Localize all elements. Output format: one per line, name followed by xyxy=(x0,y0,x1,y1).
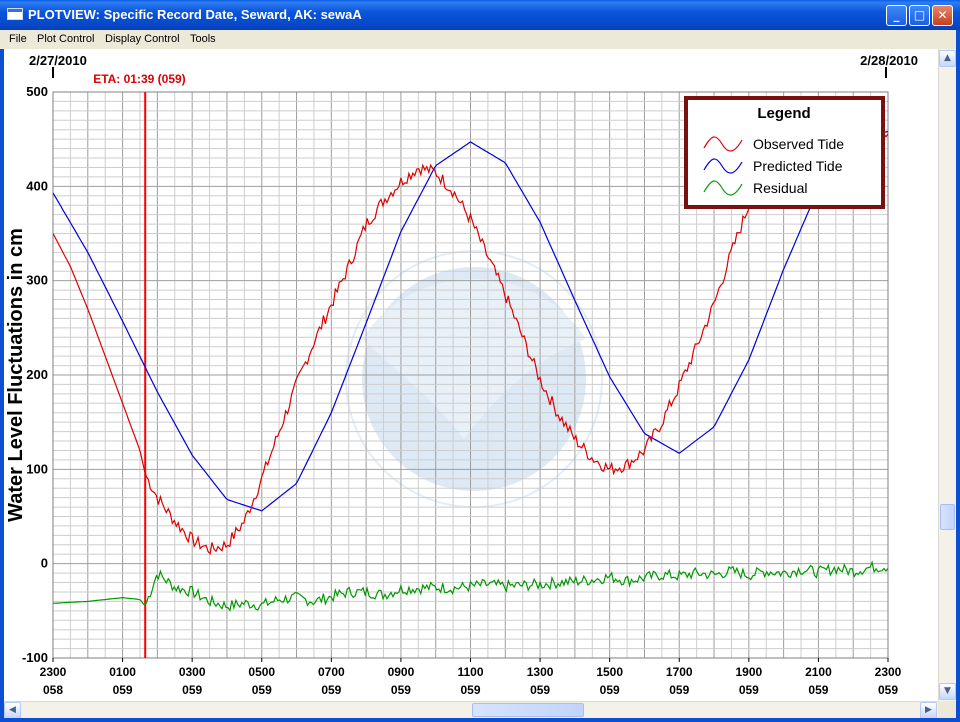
legend-swatch-observed xyxy=(703,136,743,152)
menu-tools[interactable]: Tools xyxy=(190,33,216,45)
legend-entry-residual: Residual xyxy=(753,180,807,196)
vertical-scroll-thumb[interactable] xyxy=(940,504,955,530)
menu-file[interactable]: File xyxy=(9,33,27,45)
x-tick-label-day: 059 xyxy=(739,683,759,697)
x-tick-label-time: 2300 xyxy=(40,665,67,679)
window-frame-bottom xyxy=(0,718,960,722)
y-tick-label: 400 xyxy=(26,178,48,193)
maximize-button[interactable]: □ xyxy=(909,5,930,26)
y-tick-label: 0 xyxy=(41,556,48,571)
legend-title: Legend xyxy=(757,105,810,122)
x-tick-label-time: 1700 xyxy=(666,665,693,679)
window-frame-right xyxy=(956,30,960,722)
scroll-left-button[interactable]: ◀ xyxy=(4,702,21,719)
horizontal-scrollbar[interactable]: ◀ ▶ xyxy=(4,701,938,719)
menu-plot-control[interactable]: Plot Control xyxy=(37,33,95,45)
minimize-icon: _ xyxy=(893,8,900,22)
arrow-up-icon: ▲ xyxy=(944,53,951,63)
legend-swatch-predicted xyxy=(703,158,743,174)
start-date-label: 2/27/2010 xyxy=(29,53,87,68)
arrow-down-icon: ▼ xyxy=(944,686,951,696)
x-tick-label-day: 059 xyxy=(600,683,620,697)
arrow-right-icon: ▶ xyxy=(925,705,932,715)
y-tick-label: -100 xyxy=(22,650,48,665)
predicted-tide-line xyxy=(53,131,888,512)
plot-area: -100 0 100 200 300 400 500 2300 058 0100 059 0300 0… xyxy=(4,49,938,701)
x-tick-label-time: 2300 xyxy=(875,665,902,679)
menu-display-control[interactable]: Display Control xyxy=(105,33,180,45)
minimize-button[interactable]: _ xyxy=(886,5,907,26)
scroll-right-button[interactable]: ▶ xyxy=(920,702,937,719)
legend-entry-observed: Observed Tide xyxy=(753,136,844,152)
window-frame-left xyxy=(0,49,4,722)
scroll-up-button[interactable]: ▲ xyxy=(939,50,956,67)
window-title: PLOTVIEW: Specific Record Date, Seward, … xyxy=(28,7,362,22)
scrollbar-corner xyxy=(938,701,956,718)
x-tick-label-day: 059 xyxy=(391,683,411,697)
x-tick-label-time: 1900 xyxy=(735,665,762,679)
legend-box: Legend Observed Tide Predicted Tide Resi… xyxy=(684,96,885,209)
x-tick-label-time: 0700 xyxy=(318,665,345,679)
x-tick-label-time: 1500 xyxy=(596,665,623,679)
y-tick-label: 300 xyxy=(26,273,48,288)
legend-frame xyxy=(684,96,885,209)
x-tick-label-day: 059 xyxy=(321,683,341,697)
legend-entry-predicted: Predicted Tide xyxy=(753,158,843,174)
x-tick-label-time: 0100 xyxy=(109,665,136,679)
close-icon: ✕ xyxy=(937,8,948,22)
horizontal-scroll-thumb[interactable] xyxy=(472,703,584,717)
arrow-left-icon: ◀ xyxy=(9,705,16,715)
x-tick-label-day: 059 xyxy=(182,683,202,697)
plot-grid xyxy=(52,91,889,659)
scroll-down-button[interactable]: ▼ xyxy=(939,683,956,700)
x-tick-label-time: 0300 xyxy=(179,665,206,679)
maximize-icon: □ xyxy=(913,8,926,22)
x-axis-ticks: 2300 058 0100 059 0300 059 0500 059 0700 059 0900 0… xyxy=(40,658,902,697)
y-axis-label: Water Level Fluctuations in cm xyxy=(5,228,27,522)
x-tick-label-time: 1300 xyxy=(527,665,554,679)
app-window-icon xyxy=(7,8,23,20)
y-tick-label: 100 xyxy=(26,461,48,476)
x-tick-label-time: 2100 xyxy=(805,665,832,679)
x-tick-label-day: 058 xyxy=(43,683,63,697)
x-tick-label-day: 059 xyxy=(460,683,480,697)
y-tick-label: 500 xyxy=(26,84,48,99)
x-tick-label-day: 059 xyxy=(530,683,550,697)
end-date-label: 2/28/2010 xyxy=(860,53,918,68)
x-tick-label-day: 059 xyxy=(669,683,689,697)
x-tick-label-time: 1100 xyxy=(457,665,483,679)
menu-bar: File Plot Control Display Control Tools xyxy=(0,30,960,49)
eta-label: ETA: 01:39 (059) xyxy=(93,72,185,86)
y-axis-ticks: -100 0 100 200 300 400 500 xyxy=(22,84,48,665)
x-tick-label-day: 059 xyxy=(252,683,272,697)
title-bar: PLOTVIEW: Specific Record Date, Seward, … xyxy=(0,0,960,30)
x-tick-label-day: 059 xyxy=(113,683,133,697)
legend-swatch-residual xyxy=(703,180,743,196)
x-tick-label-day: 059 xyxy=(808,683,828,697)
x-tick-label-time: 0500 xyxy=(248,665,275,679)
vertical-scrollbar[interactable]: ▲ ▼ xyxy=(938,49,956,701)
close-button[interactable]: ✕ xyxy=(932,5,953,26)
residual-line xyxy=(53,560,888,612)
x-tick-label-time: 0900 xyxy=(388,665,415,679)
y-tick-label: 200 xyxy=(26,367,48,382)
x-tick-label-day: 059 xyxy=(878,683,898,697)
